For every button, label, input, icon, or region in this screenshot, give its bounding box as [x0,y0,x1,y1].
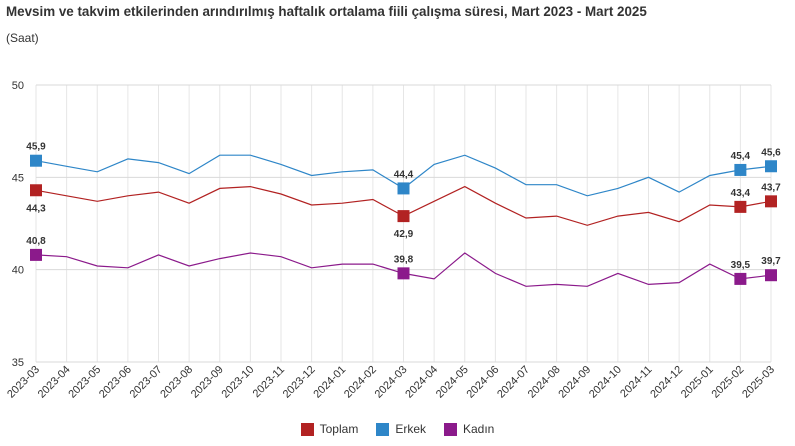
legend-label-toplam: Toplam [319,422,359,436]
series-marker-erkek [397,182,410,195]
series-marker-kadın [734,272,747,285]
chart-legend: Toplam Erkek Kadın [0,422,795,436]
x-tick-label: 2025-03 [740,364,777,401]
series-marker-toplam [765,195,777,208]
legend-swatch-kadin [444,422,457,436]
x-tick-label: 2025-02 [709,364,746,401]
legend-label-kadin: Kadın [463,422,495,436]
data-label: 43,4 [731,188,751,199]
series-marker-erkek [734,163,747,176]
data-label: 45,4 [731,151,751,162]
legend-item-toplam[interactable]: Toplam [300,422,359,436]
series-marker-kadın [30,248,42,261]
x-tick-label: 2024-09 [556,364,593,401]
x-tick-label: 2024-01 [311,364,348,401]
x-tick-label: 2025-01 [679,364,716,401]
x-tick-label: 2023-11 [251,364,287,400]
legend-swatch-erkek [376,422,390,436]
series-marker-erkek [765,160,777,173]
x-tick-label: 2023-08 [158,364,195,401]
x-tick-label: 2024-05 [434,364,471,401]
x-tick-label: 2024-03 [373,364,410,401]
y-tick-label: 35 [12,357,24,369]
x-tick-label: 2024-06 [464,364,501,401]
series-marker-kadın [397,267,410,280]
x-tick-label: 2023-04 [36,364,73,401]
data-label: 39,5 [731,260,751,271]
series-marker-erkek [30,154,42,167]
x-tick-label: 2023-12 [281,364,318,401]
legend-item-kadin[interactable]: Kadın [444,422,494,436]
x-tick-label: 2024-11 [618,364,654,400]
data-label: 45,9 [26,142,46,153]
legend-item-erkek[interactable]: Erkek [376,422,426,436]
x-tick-label: 2024-02 [342,364,379,401]
line-chart: 354045502023-032023-042023-052023-062023… [5,80,781,401]
y-tick-label: 45 [12,172,24,184]
chart-subtitle: (Saat) [6,31,39,45]
x-tick-label: 2024-10 [587,364,624,401]
x-tick-label: 2023-05 [66,364,103,401]
series-marker-kadın [765,269,777,282]
x-tick-label: 2024-07 [495,364,532,401]
x-tick-label: 2023-10 [219,364,256,401]
x-tick-label: 2024-08 [526,364,563,401]
series-marker-toplam [30,184,42,197]
x-tick-label: 2023-09 [189,364,226,401]
data-label: 39,8 [394,254,414,265]
series-marker-toplam [397,210,410,223]
x-tick-label: 2023-07 [128,364,165,401]
chart-title: Mevsim ve takvim etkilerinden arındırılm… [6,4,647,19]
y-tick-label: 50 [12,80,24,92]
y-tick-label: 40 [12,265,24,277]
x-tick-label: 2024-04 [403,364,440,401]
data-label: 44,3 [26,203,46,214]
data-label: 44,4 [394,169,414,180]
data-label: 42,9 [394,229,414,240]
data-label: 45,6 [761,147,781,158]
x-tick-label: 2023-06 [97,364,134,401]
data-label: 39,7 [761,256,781,267]
data-label: 43,7 [761,182,781,193]
x-tick-label: 2023-03 [5,364,42,401]
x-tick-label: 2024-12 [648,364,685,401]
series-marker-toplam [734,200,747,213]
data-label: 40,8 [26,236,46,247]
legend-label-erkek: Erkek [395,422,426,436]
legend-swatch-toplam [300,422,314,436]
